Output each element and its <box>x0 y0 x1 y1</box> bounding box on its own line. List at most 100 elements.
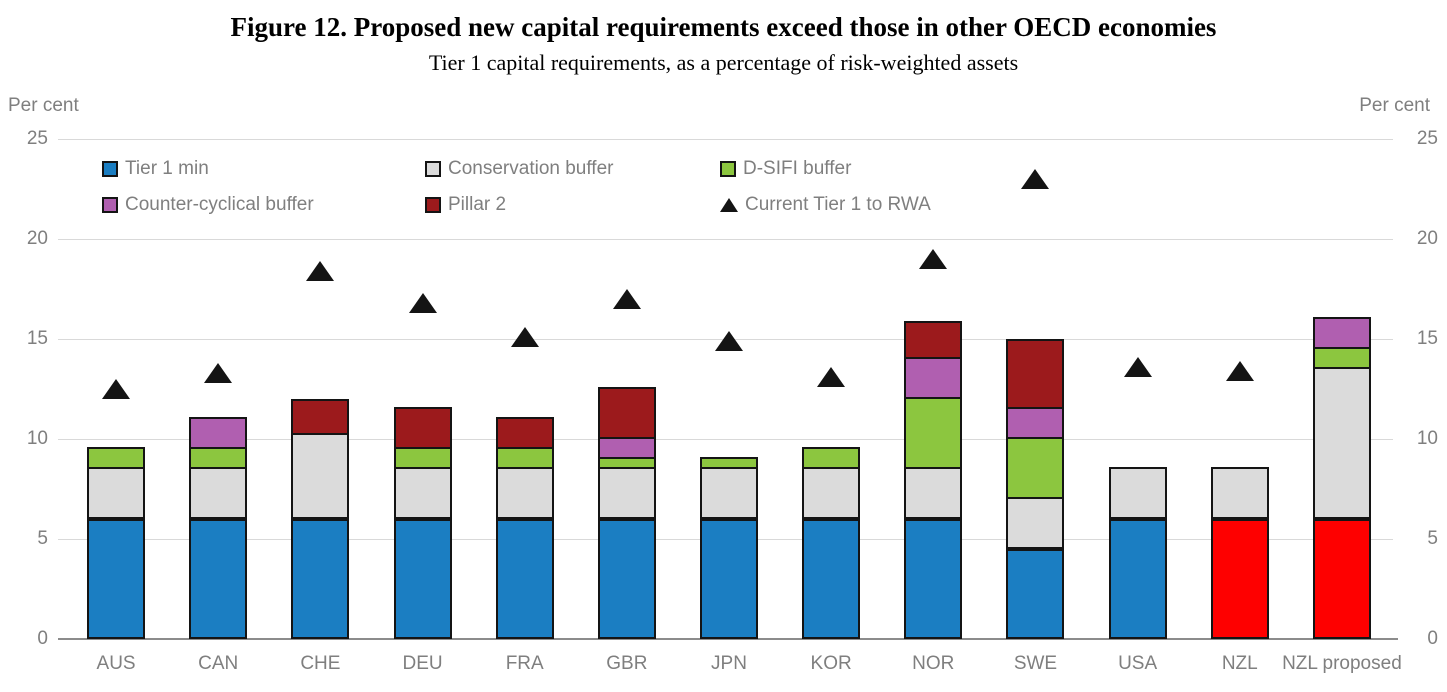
bar-segment <box>1312 347 1371 369</box>
chart-title: Figure 12. Proposed new capital requirem… <box>230 12 1217 42</box>
bar-segment <box>189 467 248 519</box>
bar-segment <box>291 519 350 639</box>
bar-segment <box>1210 467 1269 519</box>
scatter-triangle <box>919 249 948 269</box>
legend-item: Counter-cyclical buffer <box>102 194 314 215</box>
bar-segment <box>495 519 554 639</box>
bar-segment <box>495 467 554 519</box>
bar-segment <box>904 397 963 469</box>
bar-segment <box>393 407 452 449</box>
gridline-10 <box>58 439 1393 440</box>
bar-segment <box>802 467 861 519</box>
legend-swatch-icon <box>425 197 441 213</box>
bar-segment <box>700 457 758 469</box>
legend-swatch-icon <box>102 161 118 177</box>
bar-segment <box>904 321 963 359</box>
y-tick-left-20: 20 <box>26 228 48 249</box>
plot-area: Tier 1 min Conservation buffer D-SIFI buff… <box>58 139 1398 640</box>
legend-swatch-icon <box>425 161 441 177</box>
bar-segment <box>700 519 758 639</box>
x-axis-label: CAN <box>198 653 239 674</box>
y-tick-right-5: 5 <box>1427 528 1438 549</box>
bar-segment <box>291 399 350 435</box>
bar-segment <box>87 467 146 519</box>
bar-segment <box>1312 519 1371 639</box>
bar-segment <box>87 447 146 469</box>
bar-segment <box>1006 437 1065 499</box>
x-axis-label: CHE <box>300 653 341 674</box>
bar-segment <box>700 467 758 519</box>
bar-segment <box>904 519 963 639</box>
x-axis-label: AUS <box>96 653 136 674</box>
legend-item: D-SIFI buffer <box>720 158 852 179</box>
x-axis-label: JPN <box>711 653 747 674</box>
bar-segment <box>189 447 248 469</box>
legend-item: Current Tier 1 to RWA <box>720 194 931 215</box>
bar-segment <box>1108 467 1167 519</box>
x-axis-label: NZL <box>1221 653 1258 674</box>
legend-label: Pillar 2 <box>448 194 507 215</box>
y-tick-left-10: 10 <box>26 428 48 449</box>
bar-segment <box>1312 367 1371 519</box>
y-tick-right-15: 15 <box>1416 328 1438 349</box>
legend-triangle-icon <box>720 198 738 212</box>
scatter-triangle <box>204 363 233 383</box>
x-axis-label: SWE <box>1013 653 1058 674</box>
y-tick-left-5: 5 <box>37 528 48 549</box>
x-axis-label: DEU <box>402 653 443 674</box>
bar-segment <box>393 519 452 639</box>
y-axis-unit-right: Per cent <box>1359 95 1430 116</box>
scatter-triangle <box>408 293 437 313</box>
legend-item: Pillar 2 <box>425 194 507 215</box>
y-tick-left-0: 0 <box>37 628 48 649</box>
y-tick-right-10: 10 <box>1416 428 1438 449</box>
bar-segment <box>393 447 452 469</box>
bar-segment <box>597 467 656 519</box>
bar-segment <box>1006 339 1065 409</box>
legend-label: Current Tier 1 to RWA <box>745 194 931 215</box>
legend-label: Counter-cyclical buffer <box>125 194 314 215</box>
bar-segment <box>1006 407 1065 439</box>
bar-segment <box>495 447 554 469</box>
legend-swatch-icon <box>720 161 736 177</box>
bar-segment <box>1312 317 1371 349</box>
y-tick-right-25: 25 <box>1416 128 1438 149</box>
y-axis-unit-left: Per cent <box>8 95 79 116</box>
scatter-triangle <box>510 327 539 347</box>
x-axis-label: NZL proposed <box>1282 653 1402 674</box>
y-tick-left-25: 25 <box>26 128 48 149</box>
bar-segment <box>802 447 861 469</box>
y-tick-left-15: 15 <box>26 328 48 349</box>
bar-segment <box>189 417 248 449</box>
legend-item: Tier 1 min <box>102 158 209 179</box>
bar-segment <box>291 433 350 519</box>
scatter-triangle <box>102 379 131 399</box>
x-axis-line <box>58 638 1398 640</box>
legend-item: Conservation buffer <box>425 158 614 179</box>
scatter-triangle <box>612 289 641 309</box>
bar-segment <box>1210 519 1269 639</box>
legend-label: Tier 1 min <box>125 158 209 179</box>
bar-segment <box>1006 497 1065 549</box>
x-axis-label: GBR <box>606 653 648 674</box>
legend-label: D-SIFI buffer <box>743 158 852 179</box>
scatter-triangle <box>1225 361 1254 381</box>
bar-segment <box>597 519 656 639</box>
bar-segment <box>597 387 656 439</box>
x-axis-label: USA <box>1118 653 1158 674</box>
bar-segment <box>393 467 452 519</box>
bar-segment <box>597 437 656 459</box>
scatter-triangle <box>715 331 743 351</box>
chart-subtitle: Tier 1 capital requirements, as a percen… <box>428 50 1019 75</box>
bar-segment <box>802 519 861 639</box>
scatter-triangle <box>1021 169 1050 189</box>
bar-segment <box>1006 549 1065 639</box>
legend-swatch-icon <box>102 197 118 213</box>
bar-segment <box>87 519 146 639</box>
legend-label: Conservation buffer <box>448 158 614 179</box>
y-tick-right-20: 20 <box>1416 228 1438 249</box>
bar-segment <box>1108 519 1167 639</box>
bar-segment <box>189 519 248 639</box>
x-axis-label: FRA <box>505 653 544 674</box>
